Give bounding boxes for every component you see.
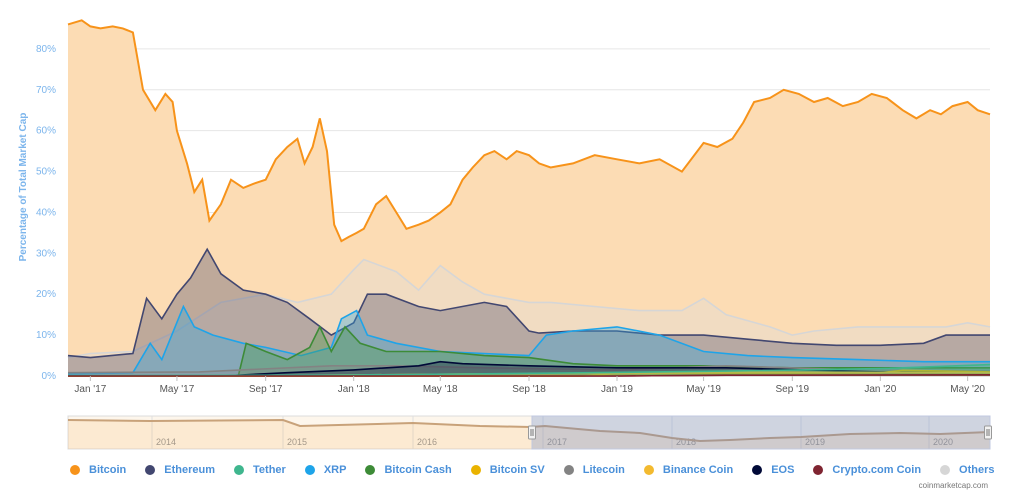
x-tick-label: Sep '18: [512, 384, 546, 395]
legend-item-bitcoin-cash[interactable]: Bitcoin Cash: [365, 464, 452, 476]
legend-marker: [470, 465, 481, 475]
x-tick-label: May '20: [950, 384, 985, 395]
area-overlay-bitcoin-cash: [68, 326, 990, 376]
line-overlay-bitcoin-cash: [68, 325, 990, 377]
x-tick-label: May '18: [423, 384, 458, 395]
legend-marker: [365, 465, 376, 475]
legend-label: Others: [959, 464, 995, 476]
x-tick-label: Sep '19: [776, 384, 810, 395]
x-tick-label: Sep '17: [249, 384, 283, 395]
legend-item-litecoin[interactable]: Litecoin: [563, 464, 625, 476]
legend-label: Ethereum: [164, 464, 216, 476]
navigator[interactable]: 2014 2015 2016 2017 2018 2019 2020: [67, 415, 992, 450]
line-overlay-crypto-com-coin: [68, 374, 991, 377]
y-tick-label: 70%: [36, 85, 56, 96]
area-overlay-others: [68, 259, 990, 376]
legend-marker: [813, 465, 824, 475]
x-tick-label: Jan '18: [338, 384, 370, 395]
legend-marker: [940, 465, 951, 475]
area-overlay-xrp: [68, 306, 990, 376]
navigator-handle-left[interactable]: [528, 425, 536, 440]
navigator-year-label: 2015: [287, 437, 307, 447]
x-tick-label: May '17: [160, 384, 195, 395]
legend-label: Crypto.com Coin: [832, 464, 922, 476]
y-tick-label: 40%: [36, 207, 56, 218]
x-tick-label: Jan '19: [601, 384, 633, 395]
legend-item-ethereum[interactable]: Ethereum: [145, 464, 215, 476]
x-tick-label: May '19: [686, 384, 721, 395]
navigator-handle-right[interactable]: [984, 425, 992, 440]
legend-item-binance-coin[interactable]: Binance Coin: [643, 464, 734, 476]
x-axis-ticks: Jan '17 May '17 Sep '17 Jan '18 May '18 Sep '…: [74, 376, 985, 395]
legend-marker: [234, 465, 245, 475]
y-tick-label: 80%: [36, 44, 56, 55]
line-overlay-xrp: [67, 304, 990, 375]
area-overlay-tether: [68, 364, 990, 376]
legend-label: Binance Coin: [662, 464, 734, 476]
legend-item-bitcoin[interactable]: Bitcoin: [70, 464, 126, 476]
legend-item-others[interactable]: Others: [940, 464, 995, 476]
y-tick-label: 10%: [36, 330, 56, 341]
legend-marker: [752, 465, 763, 475]
navigator-selected-range[interactable]: [531, 415, 991, 450]
legend-label: Bitcoin: [89, 464, 127, 476]
legend-label: Tether: [253, 464, 286, 476]
legend-marker: [304, 465, 315, 475]
x-tick-label: Jan '17: [74, 384, 106, 395]
legend-marker: [70, 465, 80, 475]
legend-label: XRP: [323, 464, 347, 476]
area-overlay-ethereum: [68, 249, 990, 376]
legend: Bitcoin Ethereum Tether XRP Bitcoin Cash Bitc…: [70, 461, 1014, 479]
y-tick-label: 0%: [42, 371, 57, 382]
legend-item-bitcoin-sv[interactable]: Bitcoin SV: [470, 464, 545, 476]
line-overlay-litecoin: [67, 364, 991, 374]
line-overlay-ethereum: [67, 247, 990, 359]
x-tick-label: Jan '20: [864, 384, 896, 395]
navigator-year-label: 2020: [933, 437, 953, 447]
series-areas: [67, 19, 991, 377]
credit-text: coinmarketcap.com: [918, 481, 988, 490]
y-axis-label: Percentage of Total Market Cap: [18, 113, 29, 262]
navigator-year-label: 2014: [156, 437, 176, 447]
legend-item-tether[interactable]: Tether: [234, 464, 286, 476]
legend-marker: [643, 465, 654, 475]
navigator-year-label: 2016: [417, 437, 437, 447]
legend-marker: [145, 465, 156, 475]
legend-label: Litecoin: [582, 464, 625, 476]
legend-label: EOS: [771, 464, 795, 476]
navigator-year-label: 2018: [676, 437, 696, 447]
area-bitcoin: [68, 20, 990, 377]
y-tick-label: 50%: [36, 167, 56, 178]
navigator-series-line: [67, 418, 991, 443]
legend-marker: [563, 465, 574, 475]
legend-label: Bitcoin Cash: [384, 464, 452, 476]
line-bitcoin: [67, 19, 991, 243]
navigator-year-label: 2017: [547, 437, 567, 447]
legend-label: Bitcoin SV: [489, 464, 545, 476]
y-axis-ticks: 0% 10% 20% 30% 40% 50% 60% 70% 80%: [36, 44, 56, 382]
legend-item-xrp[interactable]: XRP: [304, 464, 347, 476]
y-tick-label: 20%: [36, 289, 56, 300]
y-tick-label: 30%: [36, 248, 56, 259]
y-tick-label: 60%: [36, 126, 56, 137]
line-overlay-eos: [68, 360, 991, 377]
navigator-year-label: 2019: [805, 437, 825, 447]
legend-item-crypto-com-coin[interactable]: Crypto.com Coin: [813, 464, 921, 476]
legend-item-eos[interactable]: EOS: [752, 464, 794, 476]
